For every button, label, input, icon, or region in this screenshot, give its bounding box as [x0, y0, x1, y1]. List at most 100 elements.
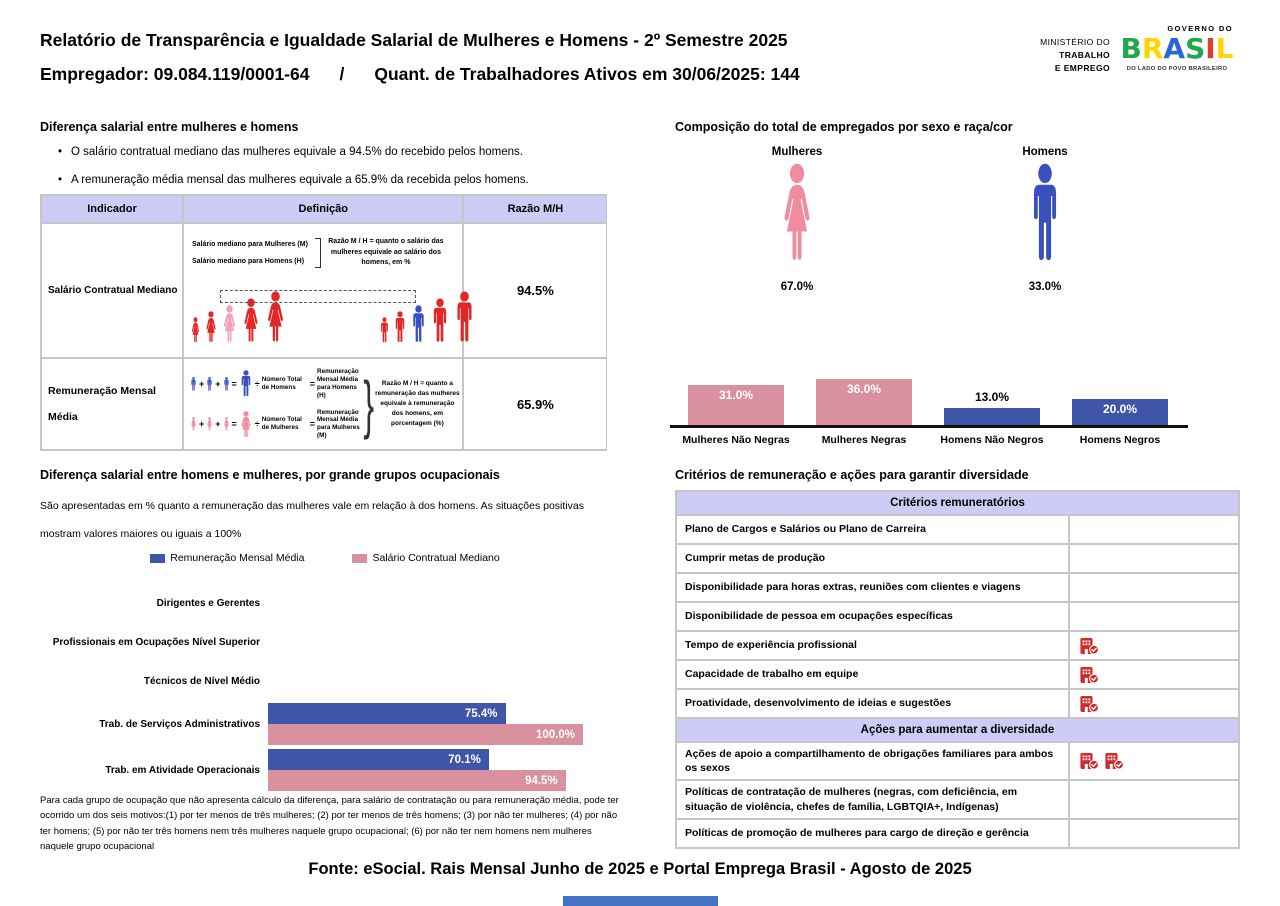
composition-bar-chart: 31.0% Mulheres Não Negras 36.0% Mulheres Ne…	[670, 368, 1188, 446]
comp-bar: 31.0%	[688, 385, 784, 425]
occupational-footnote: Para cada grupo de ocupação que não apre…	[40, 795, 619, 853]
criteria-section-title: Critérios de remuneração e ações para ga…	[675, 468, 1029, 482]
salary-gap-bullets: O salário contratual mediano das mulhere…	[58, 146, 598, 202]
men-pictogram	[970, 163, 1120, 263]
man-figure-icon	[207, 376, 212, 391]
legend-item-mensal: Remuneração Mensal Média	[150, 552, 304, 564]
comp-bar-slot: 36.0% Mulheres Negras	[800, 368, 928, 446]
criteria-label: Ações de apoio a compartilhamento de obr…	[677, 743, 1068, 780]
comp-bar-value: 20.0%	[1102, 402, 1138, 417]
building-check-icon	[1080, 753, 1099, 770]
occ-row: Técnicos de Nível Médio	[40, 662, 612, 701]
ministry-wordmark: MINISTÉRIO DO TRABALHO E EMPREGO	[985, 36, 1110, 75]
operator: +	[215, 378, 221, 389]
brasil-letter: I	[1205, 32, 1216, 65]
criteria-row: Cumprir metas de produção	[677, 545, 1238, 572]
operator: =	[231, 419, 237, 430]
occupational-bar-chart: Dirigentes e Gerentes Profissionais em Oc…	[40, 584, 612, 793]
criteria-value-cell	[1070, 545, 1238, 572]
criteria-row: Capacidade de trabalho em equipe	[677, 661, 1238, 688]
legend-label-mediano: Salário Contratual Mediano	[372, 552, 500, 564]
woman-figure-icon	[241, 410, 251, 437]
x-axis-line	[670, 425, 1188, 428]
governo-do-brasil-logo: GOVERNO DO BRASIL DO LADO DO POVO BRASIL…	[1118, 24, 1236, 72]
building-check-icon	[1080, 695, 1099, 713]
woman-figure-icon	[191, 417, 196, 431]
occ-bar-mensal: 75.4%	[268, 703, 506, 724]
bullet-mean-remuneration: A remuneração média mensal das mulheres …	[58, 174, 598, 202]
comp-category-label: Mulheres Não Negras	[682, 434, 790, 446]
women-pictogram	[722, 163, 872, 263]
men-percentage: 33.0%	[1028, 281, 1062, 293]
woman-figure-icon	[207, 417, 213, 431]
bracket-shape	[314, 238, 321, 268]
ratio-mean-remuneration: 65.9%	[464, 359, 607, 449]
comp-category-label: Homens Negros	[1079, 434, 1161, 446]
criteria-value-cell	[1070, 819, 1238, 847]
criteria-row: Políticas de promoção de mulheres para c…	[677, 819, 1238, 847]
comp-bar	[944, 408, 1040, 425]
mean-ratio-note: Razão M / H = quanto a remuneração das m…	[375, 379, 460, 428]
mean-formulas: + + = ÷ Número Total de Homens = Remuneraçã…	[190, 368, 363, 440]
result-text: Remuneração Mensal Média para Mulheres (…	[317, 408, 360, 440]
building-check-icon	[1080, 637, 1099, 655]
horizontal-scrollbar-thumb[interactable]	[563, 896, 718, 906]
ratio-median-salary: 94.5%	[464, 224, 607, 357]
occ-category-label: Dirigentes e Gerentes	[156, 598, 260, 609]
comp-bar: 20.0%	[1072, 399, 1168, 425]
man-figure-icon	[395, 311, 405, 343]
brace-shape: }	[363, 368, 375, 440]
criteria-value-cell	[1070, 690, 1238, 717]
criteria-value-cell	[1070, 574, 1238, 601]
criteria-row: Proatividade, desenvolvimento de ideias …	[677, 690, 1238, 717]
occ-category-label: Profissionais em Ocupações Nível Superio…	[52, 637, 260, 648]
operator: ÷	[254, 378, 260, 389]
comp-bar-slot: 13.0% Homens Não Negros	[928, 368, 1056, 446]
comp-bar-slot: 20.0% Homens Negros	[1056, 368, 1184, 446]
indicator-table: Indicador Definição Razão M/H Salário Co…	[40, 194, 607, 451]
woman-figure-icon	[223, 305, 236, 342]
legend-label-mensal: Remuneração Mensal Média	[170, 552, 305, 564]
separator: /	[339, 64, 345, 84]
brasil-letter: R	[1141, 32, 1164, 65]
woman-figure-icon	[784, 163, 810, 260]
criteria-value-cell	[1070, 661, 1238, 688]
legend-swatch-mensal	[150, 553, 166, 563]
criteria-row: Disponibilidade para horas extras, reuni…	[677, 574, 1238, 601]
criteria-row: Tempo de experiência profissional	[677, 632, 1238, 659]
operator: =	[231, 378, 237, 389]
criteria-value-cell	[1070, 781, 1238, 818]
occupational-section-title: Diferença salarial entre homens e mulher…	[40, 468, 500, 482]
comp-bar-value: 13.0%	[974, 390, 1010, 405]
occ-row: Profissionais em Ocupações Nível Superio…	[40, 623, 612, 662]
page-title: Relatório de Transparência e Igualdade S…	[40, 30, 788, 50]
occ-row: Dirigentes e Gerentes	[40, 584, 612, 623]
man-figure-icon	[191, 376, 196, 391]
comp-category-label: Mulheres Negras	[821, 434, 907, 446]
median-men-group	[379, 291, 476, 343]
men-formula-row: + + = ÷ Número Total de Homens = Remuneraçã…	[190, 368, 363, 399]
median-men-line: Salário mediano para Homens (H)	[192, 258, 305, 265]
criteria-section-header: Ações para aumentar a diversidade	[677, 719, 1238, 741]
comp-bar-slot: 31.0% Mulheres Não Negras	[672, 368, 800, 446]
operator: +	[199, 419, 205, 430]
occ-category-label: Trab. em Atividade Operacionais	[105, 764, 260, 776]
chart-legend: Remuneração Mensal Média Salário Contrat…	[40, 552, 610, 564]
building-check-icon	[1080, 666, 1099, 684]
comp-bar: 36.0%	[816, 378, 912, 425]
employer-line: Empregador: 09.084.119/0001-64 / Quant. de…	[40, 64, 800, 85]
woman-figure-icon	[223, 417, 229, 431]
median-ratio-note: Razão M / H = quanto o salário das mulhe…	[328, 238, 444, 267]
brasil-letter: A	[1163, 32, 1186, 65]
criteria-row: Plano de Cargos e Salários ou Plano de C…	[677, 516, 1238, 543]
criteria-label: Plano de Cargos e Salários ou Plano de C…	[677, 516, 1068, 543]
active-workers-count: Quant. de Trabalhadores Ativos em 30/06/…	[374, 64, 800, 84]
legend-swatch-mediano	[352, 553, 368, 563]
comp-bar-value: 36.0%	[846, 381, 882, 396]
logo-bottom-text: DO LADO DO POVO BRASILEIRO	[1126, 66, 1228, 72]
man-figure-icon	[457, 291, 472, 342]
criteria-value-cell	[1070, 743, 1238, 780]
operator: +	[199, 378, 205, 389]
criteria-value-cell	[1070, 632, 1238, 659]
